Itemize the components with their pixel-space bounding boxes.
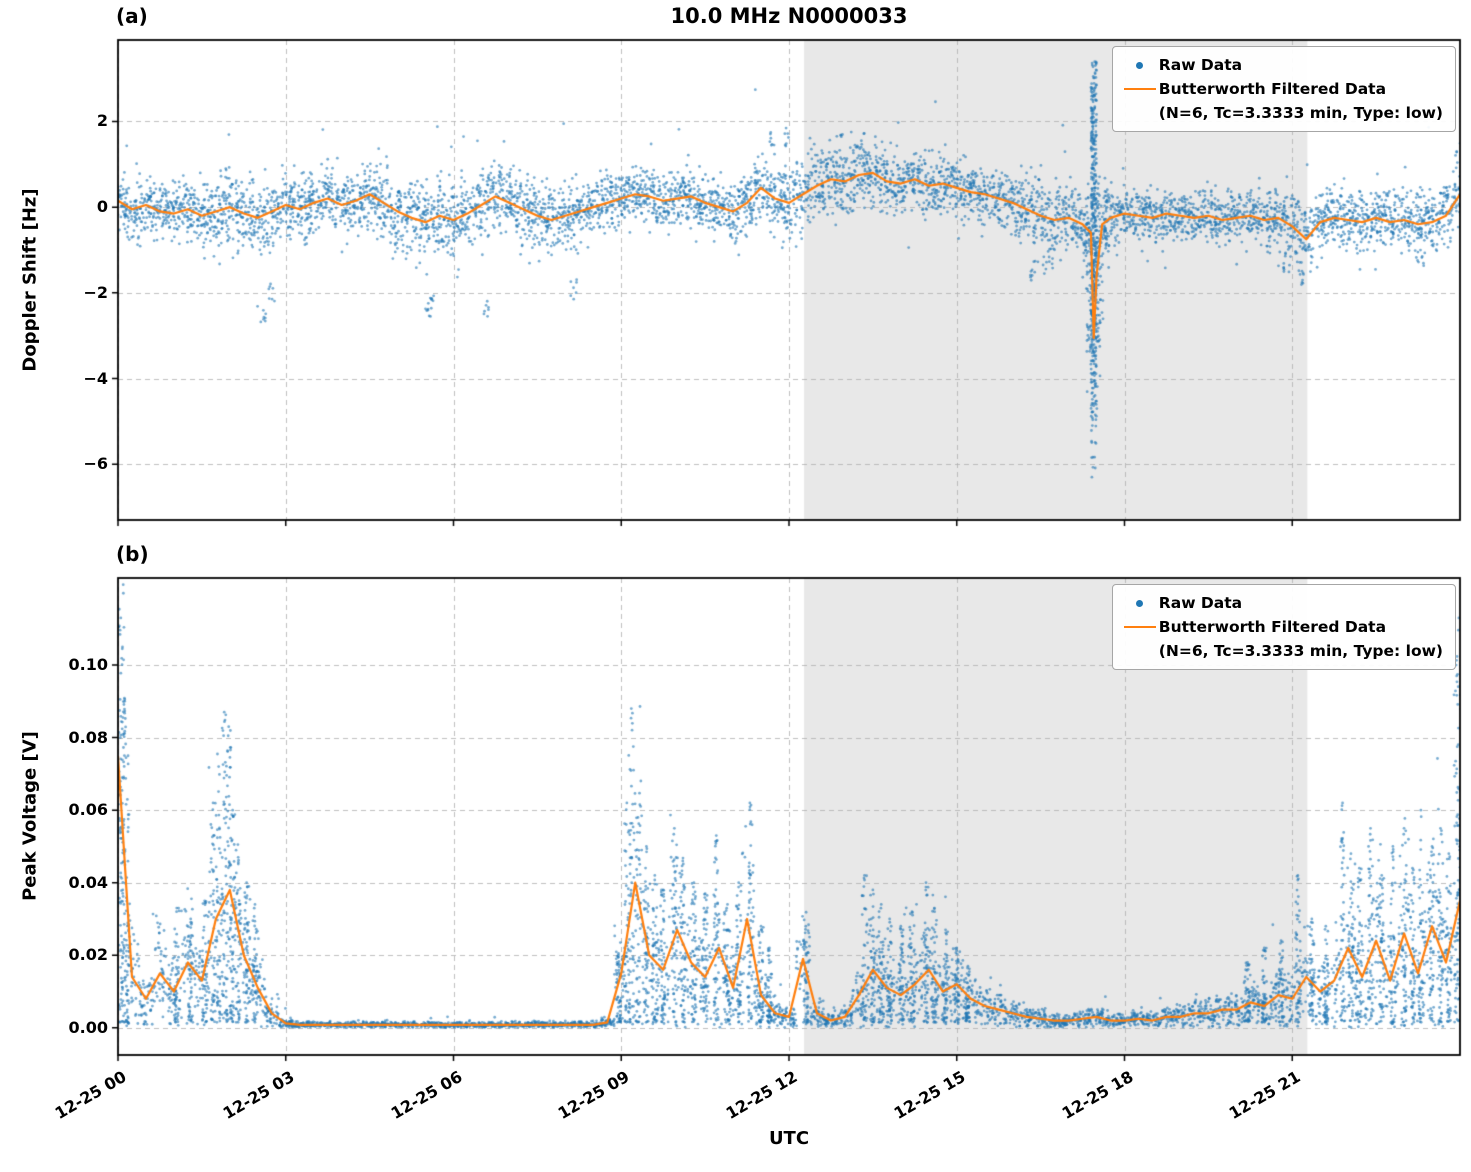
raw-data-dot-icon bbox=[1121, 61, 1159, 69]
legend-entry-filtered-sub: (N=6, Tc=3.3333 min, Type: low) bbox=[1121, 639, 1443, 663]
filtered-line-icon bbox=[1121, 626, 1159, 628]
legend-filtered-label: Butterworth Filtered Data bbox=[1158, 618, 1387, 636]
legend-entry-filtered: Butterworth Filtered Data bbox=[1121, 77, 1443, 101]
y-tick-label: 0.10 bbox=[68, 655, 108, 675]
y-tick-label: 0.04 bbox=[68, 872, 108, 892]
y-tick-label: 0.06 bbox=[68, 800, 108, 820]
legend-filtered-sublabel: (N=6, Tc=3.3333 min, Type: low) bbox=[1158, 642, 1443, 660]
filtered-line-icon bbox=[1121, 88, 1159, 90]
legend-raw-label: Raw Data bbox=[1158, 594, 1243, 612]
legend-entry-filtered: Butterworth Filtered Data bbox=[1121, 615, 1443, 639]
y-tick-label: −2 bbox=[83, 282, 108, 302]
y-tick-label: 0 bbox=[96, 197, 108, 217]
y-tick-label: 0.00 bbox=[68, 1017, 108, 1037]
legend-raw-label: Raw Data bbox=[1158, 56, 1243, 74]
legend-panel-a: Raw Data Butterworth Filtered Data (N=6,… bbox=[1111, 46, 1456, 132]
y-tick-label: 0.02 bbox=[68, 945, 108, 965]
raw-data-dot-icon bbox=[1121, 599, 1159, 607]
legend-entry-raw: Raw Data bbox=[1121, 591, 1443, 615]
legend-entry-raw: Raw Data bbox=[1121, 53, 1443, 77]
y-tick-label: 2 bbox=[96, 111, 108, 131]
legend-filtered-label: Butterworth Filtered Data bbox=[1158, 80, 1387, 98]
legend-entry-filtered-sub: (N=6, Tc=3.3333 min, Type: low) bbox=[1121, 101, 1443, 125]
panel-b-tag: (b) bbox=[116, 542, 149, 566]
y-tick-label: 0.08 bbox=[68, 727, 108, 747]
legend-filtered-sublabel: (N=6, Tc=3.3333 min, Type: low) bbox=[1158, 104, 1443, 122]
y-tick-label: −6 bbox=[83, 454, 108, 474]
legend-panel-b: Raw Data Butterworth Filtered Data (N=6,… bbox=[1111, 584, 1456, 670]
y-tick-label: −4 bbox=[83, 368, 108, 388]
chart-title: 10.0 MHz N0000033 bbox=[670, 4, 908, 28]
panel-a-tag: (a) bbox=[116, 4, 148, 28]
x-axis-label: UTC bbox=[768, 1128, 810, 1149]
